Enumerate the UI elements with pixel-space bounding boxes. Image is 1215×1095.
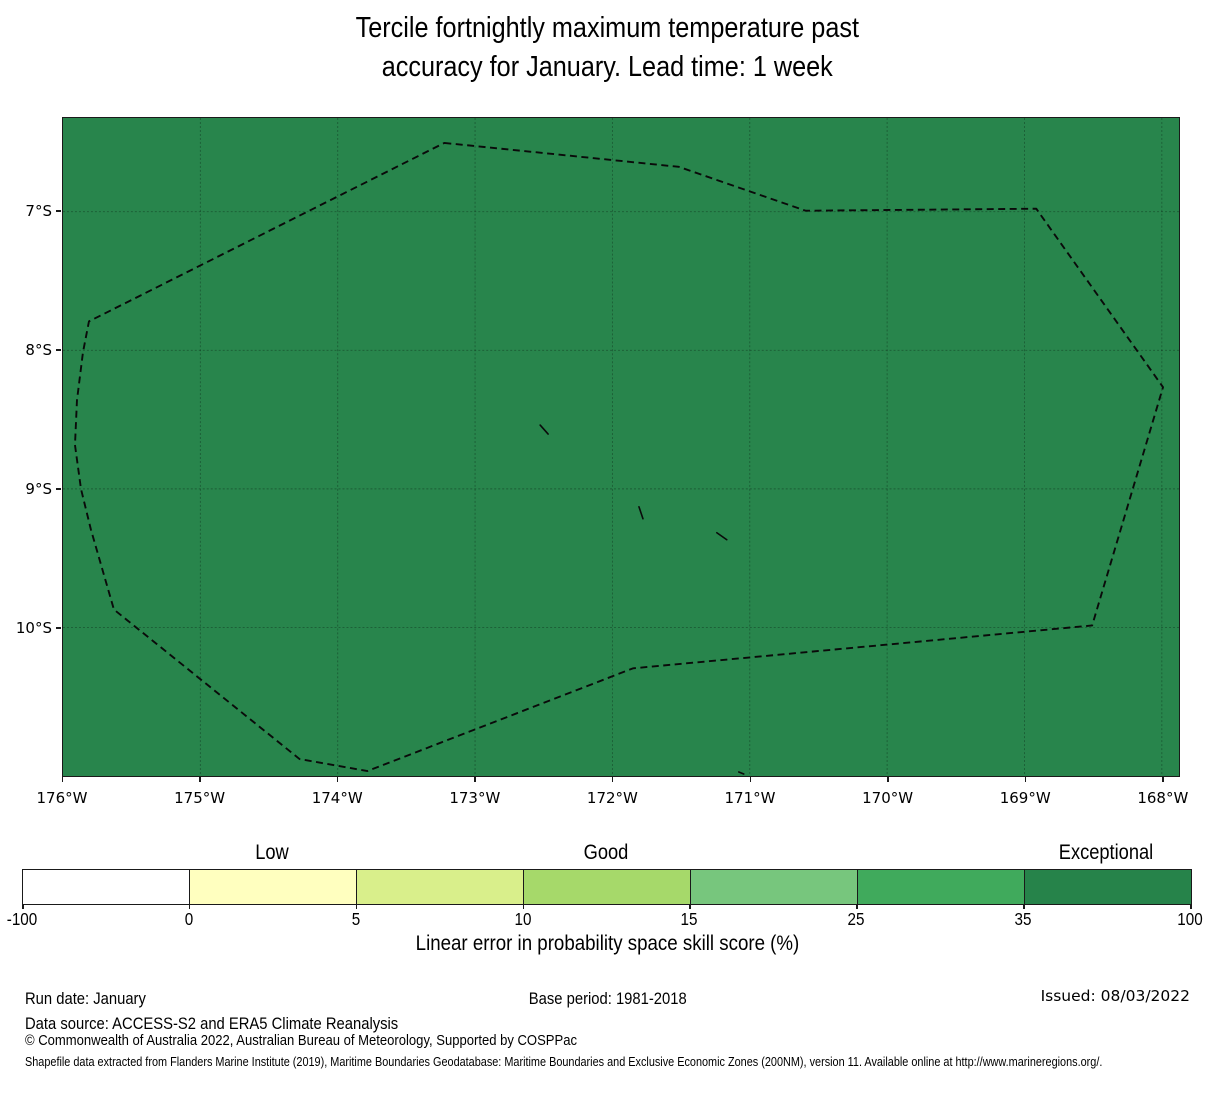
colorbar-tick-5: 5 bbox=[351, 909, 360, 929]
x-tick-171w: 171°W bbox=[724, 789, 776, 807]
x-axis-tick bbox=[887, 777, 889, 782]
colorbar-tick-25: 25 bbox=[847, 909, 865, 929]
y-tick-10s: 10°S bbox=[15, 619, 52, 637]
x-axis-tick bbox=[336, 777, 339, 782]
y-tick-9s: 9°S bbox=[25, 480, 52, 498]
footer-shapefile-note: Shapefile data extracted from Flanders M… bbox=[25, 1055, 1103, 1069]
y-axis-tick bbox=[56, 627, 61, 629]
colorbar-segment-white bbox=[23, 870, 189, 904]
colorbar-tick-0: 0 bbox=[184, 909, 194, 929]
footer-issued-date: Issued: 08/03/2022 bbox=[1040, 987, 1190, 1005]
x-tick-172w: 172°W bbox=[586, 789, 638, 807]
footer-copyright: © Commonwealth of Australia 2022, Austra… bbox=[25, 1032, 577, 1049]
chart-title: Tercile fortnightly maximum temperature … bbox=[0, 9, 1215, 87]
x-axis-tick bbox=[1162, 777, 1164, 782]
colorbar-caption: Linear error in probability space skill … bbox=[415, 931, 800, 955]
x-tick-173w: 173°W bbox=[449, 789, 501, 807]
x-tick-168w: 168°W bbox=[1137, 789, 1189, 807]
x-tick-170w: 170°W bbox=[862, 789, 914, 807]
legend-label-good: Good bbox=[583, 841, 629, 864]
colorbar-tick bbox=[1190, 904, 1192, 909]
y-tick-7s: 7°S bbox=[25, 202, 52, 220]
y-axis-tick bbox=[56, 488, 61, 490]
x-axis-tick bbox=[199, 777, 201, 782]
colorbar-tick bbox=[1023, 904, 1025, 909]
x-tick-174w: 174°W bbox=[311, 789, 363, 807]
colorbar-segment-darkgreen bbox=[1024, 870, 1191, 904]
island-marks bbox=[539, 424, 745, 775]
colorbar-tick bbox=[22, 904, 24, 909]
y-axis-tick bbox=[56, 210, 61, 212]
x-axis-tick bbox=[1024, 777, 1027, 782]
legend-label-exceptional: Exceptional bbox=[1058, 841, 1154, 864]
map-area bbox=[62, 117, 1180, 777]
colorbar-tick-10: 10 bbox=[514, 909, 532, 929]
x-axis-tick bbox=[61, 777, 63, 782]
x-tick-169w: 169°W bbox=[999, 789, 1051, 807]
colorbar-tick-100: 100 bbox=[1177, 909, 1203, 929]
x-axis-tick bbox=[474, 777, 476, 782]
colorbar-tick-neg100: -100 bbox=[6, 909, 38, 929]
map-canvas bbox=[63, 118, 1179, 776]
colorbar-tick bbox=[188, 904, 191, 909]
colorbar-segment-yellowgreen bbox=[356, 870, 523, 904]
colorbar-segment-paleyellow bbox=[189, 870, 356, 904]
x-tick-176w: 176°W bbox=[36, 789, 88, 807]
y-tick-8s: 8°S bbox=[25, 341, 52, 359]
colorbar-tick bbox=[689, 904, 691, 909]
chart-title-line1: Tercile fortnightly maximum temperature … bbox=[355, 12, 860, 44]
x-axis-tick bbox=[749, 777, 751, 782]
footer-run-date: Run date: January bbox=[25, 989, 146, 1008]
chart-title-line2: accuracy for January. Lead time: 1 week bbox=[381, 51, 834, 83]
graticule-gridlines bbox=[63, 118, 1179, 776]
colorbar-tick bbox=[355, 904, 358, 909]
colorbar-tick-35: 35 bbox=[1014, 909, 1032, 929]
colorbar-segment-lightgreen bbox=[523, 870, 690, 904]
legend-label-low: Low bbox=[255, 841, 289, 864]
colorbar-segment-midgreen bbox=[690, 870, 857, 904]
colorbar-tick-15: 15 bbox=[680, 909, 698, 929]
footer-base-period: Base period: 1981-2018 bbox=[528, 989, 687, 1008]
y-axis-tick bbox=[56, 349, 61, 351]
eez-boundary-line bbox=[74, 141, 1164, 772]
colorbar-segment-green bbox=[857, 870, 1024, 904]
x-tick-175w: 175°W bbox=[174, 789, 226, 807]
x-axis-tick bbox=[611, 777, 614, 782]
colorbar-tick bbox=[522, 904, 525, 909]
footer-data-source: Data source: ACCESS-S2 and ERA5 Climate … bbox=[25, 1014, 399, 1033]
colorbar-tick bbox=[856, 904, 858, 909]
colorbar bbox=[22, 869, 1192, 905]
